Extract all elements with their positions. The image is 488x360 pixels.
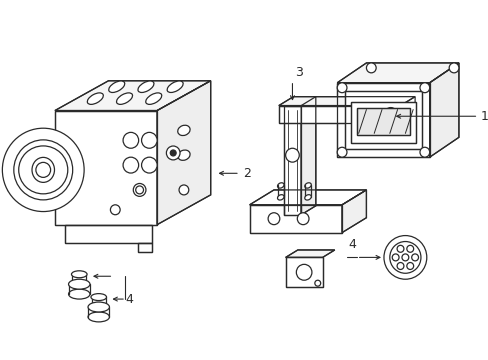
Polygon shape xyxy=(278,96,414,105)
Circle shape xyxy=(337,147,346,157)
Circle shape xyxy=(166,146,180,160)
Polygon shape xyxy=(285,257,322,287)
Polygon shape xyxy=(157,81,210,225)
Ellipse shape xyxy=(277,195,284,200)
Polygon shape xyxy=(55,81,210,111)
Circle shape xyxy=(170,150,176,156)
Text: 2: 2 xyxy=(243,167,250,180)
Circle shape xyxy=(396,245,403,252)
Circle shape xyxy=(267,213,279,225)
Polygon shape xyxy=(350,102,415,143)
Ellipse shape xyxy=(88,302,109,312)
Circle shape xyxy=(389,242,420,273)
Circle shape xyxy=(411,254,418,261)
Circle shape xyxy=(406,262,413,270)
Circle shape xyxy=(396,262,403,270)
Polygon shape xyxy=(285,250,334,257)
Ellipse shape xyxy=(88,312,109,322)
Polygon shape xyxy=(278,105,400,123)
Polygon shape xyxy=(342,190,366,233)
Circle shape xyxy=(136,186,143,194)
Polygon shape xyxy=(249,190,366,205)
Ellipse shape xyxy=(91,294,106,301)
Circle shape xyxy=(36,162,50,177)
Circle shape xyxy=(14,140,73,200)
Circle shape xyxy=(419,83,429,93)
Circle shape xyxy=(285,148,299,162)
Polygon shape xyxy=(301,96,315,215)
Circle shape xyxy=(314,280,320,286)
Circle shape xyxy=(383,235,426,279)
Circle shape xyxy=(419,147,429,157)
Ellipse shape xyxy=(123,132,139,148)
Ellipse shape xyxy=(177,150,190,160)
Polygon shape xyxy=(337,63,458,83)
Ellipse shape xyxy=(304,195,311,200)
Ellipse shape xyxy=(145,93,162,104)
Ellipse shape xyxy=(138,81,154,93)
Ellipse shape xyxy=(304,183,311,188)
Polygon shape xyxy=(138,243,152,252)
Ellipse shape xyxy=(277,183,284,188)
Ellipse shape xyxy=(142,132,157,148)
Polygon shape xyxy=(337,83,429,157)
Ellipse shape xyxy=(32,157,54,183)
Text: 4: 4 xyxy=(125,293,133,306)
Text: 4: 4 xyxy=(348,238,356,251)
Ellipse shape xyxy=(177,125,190,136)
Circle shape xyxy=(179,185,188,195)
Circle shape xyxy=(337,83,346,93)
Ellipse shape xyxy=(68,279,90,289)
Ellipse shape xyxy=(108,81,124,93)
Ellipse shape xyxy=(123,157,139,173)
Ellipse shape xyxy=(71,271,87,278)
Ellipse shape xyxy=(133,184,145,196)
Ellipse shape xyxy=(110,205,120,215)
Circle shape xyxy=(401,254,408,261)
Circle shape xyxy=(406,245,413,252)
Polygon shape xyxy=(283,105,301,215)
Ellipse shape xyxy=(68,289,90,299)
Text: 3: 3 xyxy=(295,66,303,79)
Ellipse shape xyxy=(116,93,132,104)
Ellipse shape xyxy=(87,93,103,104)
Circle shape xyxy=(383,108,397,121)
Polygon shape xyxy=(345,91,421,149)
Circle shape xyxy=(2,128,84,212)
Ellipse shape xyxy=(19,146,68,194)
Circle shape xyxy=(391,254,398,261)
Ellipse shape xyxy=(167,81,183,93)
Polygon shape xyxy=(249,205,342,233)
Polygon shape xyxy=(400,96,414,123)
Text: 1: 1 xyxy=(479,110,487,123)
Polygon shape xyxy=(429,63,458,157)
Circle shape xyxy=(366,63,375,73)
Circle shape xyxy=(448,63,458,73)
Polygon shape xyxy=(356,108,409,135)
Polygon shape xyxy=(55,111,157,225)
Polygon shape xyxy=(64,225,152,243)
Ellipse shape xyxy=(60,158,81,181)
Circle shape xyxy=(296,264,311,280)
Circle shape xyxy=(297,213,308,225)
Ellipse shape xyxy=(142,157,157,173)
